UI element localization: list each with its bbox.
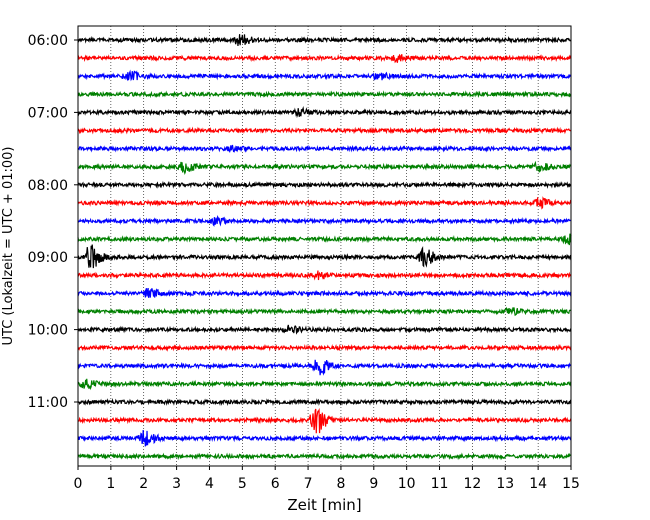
y-tick-label: 11:00 xyxy=(28,395,68,411)
x-axis-label: Zeit [min] xyxy=(287,496,361,514)
trace-0630 xyxy=(77,69,572,82)
x-tick-label-11: 11 xyxy=(431,476,449,492)
x-tick-label-6: 6 xyxy=(271,476,280,492)
seismogram-traces xyxy=(77,34,572,461)
x-tick-label-4: 4 xyxy=(205,476,214,492)
x-tick-label-13: 13 xyxy=(496,476,514,492)
y-tick-label: 08:00 xyxy=(28,178,68,194)
trace-0845 xyxy=(77,233,572,246)
trace-1130 xyxy=(77,429,572,447)
trace-0645 xyxy=(77,90,572,99)
x-tick-label-5: 5 xyxy=(238,476,247,492)
y-axis-label: UTC (Lokalzeit = UTC + 01:00) xyxy=(1,147,16,346)
trace-1115 xyxy=(77,407,572,434)
trace-0615 xyxy=(77,53,572,64)
y-tick-label: 09:00 xyxy=(28,250,68,266)
trace-0830 xyxy=(77,215,572,227)
x-tick-label-15: 15 xyxy=(562,476,580,492)
trace-1045 xyxy=(77,378,572,391)
vertical-gridlines xyxy=(110,26,539,466)
plot-frame xyxy=(77,25,572,467)
trace-0815 xyxy=(77,196,572,210)
trace-0915 xyxy=(77,270,572,281)
trace-0730 xyxy=(77,144,572,154)
trace-0945 xyxy=(77,306,572,317)
y-axis-ticks: 06:00 07:00 08:00 09:00 10:00 11:00 xyxy=(28,33,78,411)
trace-0900 xyxy=(77,244,572,269)
x-tick-label-1: 1 xyxy=(106,476,115,492)
x-tick-label-8: 8 xyxy=(336,476,345,492)
x-tick-label-10: 10 xyxy=(398,476,416,492)
trace-1015 xyxy=(77,343,572,352)
x-tick-label-0: 0 xyxy=(74,476,83,492)
trace-1000 xyxy=(77,324,572,335)
y-tick-label: 07:00 xyxy=(28,105,68,121)
x-tick-label-7: 7 xyxy=(304,476,313,492)
trace-1145 xyxy=(77,452,572,461)
trace-0800 xyxy=(77,180,572,189)
trace-0715 xyxy=(77,126,572,135)
trace-0600 xyxy=(77,34,572,47)
x-tick-label-12: 12 xyxy=(463,476,481,492)
trace-1030 xyxy=(77,359,572,376)
x-tick-label-2: 2 xyxy=(139,476,148,492)
trace-0745 xyxy=(77,160,572,176)
x-tick-label-9: 9 xyxy=(369,476,378,492)
x-tick-label-14: 14 xyxy=(529,476,547,492)
x-axis-ticks: 0 1 2 3 4 5 6 7 8 9 10 11 12 13 14 15 xyxy=(74,466,580,492)
trace-0930 xyxy=(77,287,572,298)
trace-0700 xyxy=(77,106,572,119)
y-tick-label: 10:00 xyxy=(28,323,68,339)
x-tick-label-3: 3 xyxy=(172,476,181,492)
y-tick-label: 06:00 xyxy=(28,33,68,49)
trace-1100 xyxy=(77,397,572,407)
